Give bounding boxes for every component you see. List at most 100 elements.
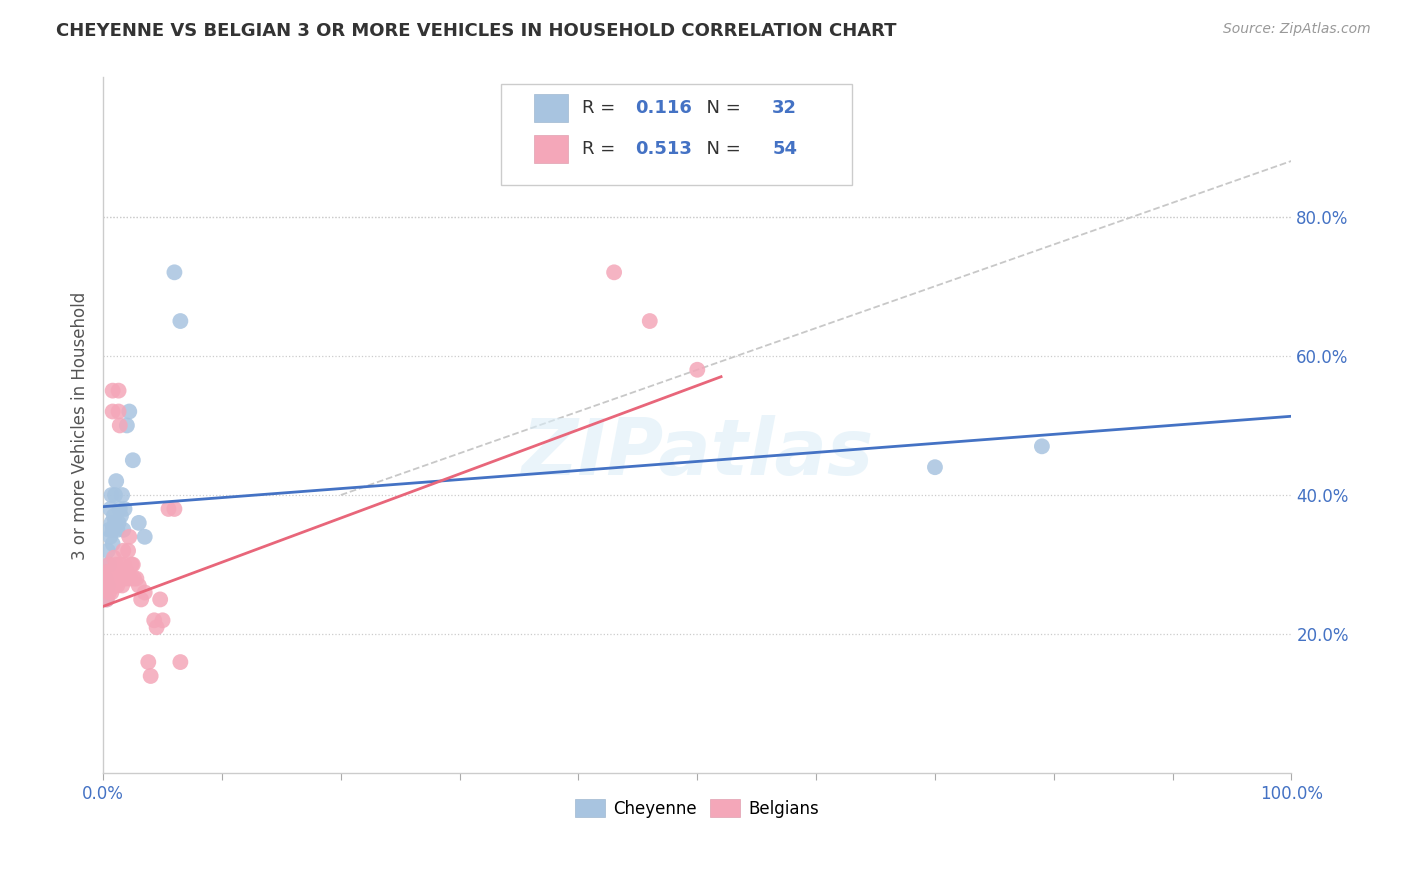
Point [107, 384, 129, 398]
Point [111, 565, 134, 579]
Point [108, 502, 131, 516]
Point [98, 578, 121, 592]
Bar [534, 94, 568, 122]
Point [118, 404, 141, 418]
Point [128, 578, 150, 592]
Point [107, 516, 129, 530]
Point [98, 585, 121, 599]
Point [169, 314, 191, 328]
Point [96, 592, 118, 607]
Point [111, 578, 134, 592]
Point [100, 585, 122, 599]
Point [134, 585, 156, 599]
Point [114, 558, 136, 572]
Point [129, 592, 152, 607]
Text: 0.513: 0.513 [636, 140, 692, 158]
Point [603, 265, 626, 279]
Point [110, 558, 132, 572]
Text: Source: ZipAtlas.com: Source: ZipAtlas.com [1223, 22, 1371, 37]
Point [105, 565, 128, 579]
Text: R =: R = [582, 140, 621, 158]
Point [121, 453, 143, 467]
Point [101, 523, 124, 537]
Point [96, 572, 118, 586]
Point [125, 572, 148, 586]
Point [94, 578, 117, 592]
Point [122, 572, 145, 586]
Text: N =: N = [695, 99, 747, 117]
Point [110, 572, 132, 586]
Y-axis label: 3 or more Vehicles in Household: 3 or more Vehicles in Household [72, 292, 89, 559]
Point [101, 384, 124, 398]
Point [136, 655, 159, 669]
Point [108, 418, 131, 433]
Point [105, 474, 128, 488]
Point [97, 578, 120, 592]
Point [105, 558, 128, 572]
Text: ZIPatlas: ZIPatlas [522, 416, 873, 491]
Point [104, 488, 127, 502]
Point [100, 516, 122, 530]
Point [98, 558, 121, 572]
Point [143, 613, 166, 627]
Point [98, 530, 121, 544]
Point [152, 613, 174, 627]
Point [104, 516, 127, 530]
Point [145, 620, 167, 634]
Point [103, 565, 125, 579]
Point [169, 655, 191, 669]
Point [1031, 439, 1053, 453]
Point [104, 565, 127, 579]
Point [98, 558, 121, 572]
Point [115, 565, 138, 579]
Text: 54: 54 [772, 140, 797, 158]
Text: 32: 32 [772, 99, 797, 117]
Point [134, 530, 156, 544]
Point [105, 578, 128, 592]
Point [114, 502, 136, 516]
Point [98, 565, 121, 579]
FancyBboxPatch shape [501, 85, 852, 186]
Point [98, 572, 121, 586]
Point [121, 558, 143, 572]
Point [117, 543, 139, 558]
Point [98, 523, 121, 537]
Text: 0.116: 0.116 [636, 99, 692, 117]
Point [149, 592, 172, 607]
Point [97, 543, 120, 558]
Text: N =: N = [695, 140, 747, 158]
Point [101, 404, 124, 418]
Point [121, 558, 143, 572]
Point [115, 418, 138, 433]
Point [924, 460, 946, 475]
Point [103, 550, 125, 565]
Point [97, 565, 120, 579]
Point [128, 516, 150, 530]
Point [98, 502, 121, 516]
Point [104, 578, 127, 592]
Point [101, 537, 124, 551]
Point [100, 572, 122, 586]
Point [112, 523, 135, 537]
Point [139, 669, 162, 683]
Point [107, 404, 129, 418]
Point [105, 523, 128, 537]
Point [118, 530, 141, 544]
Point [114, 572, 136, 586]
Point [94, 572, 117, 586]
Point [110, 508, 132, 523]
Point [96, 592, 118, 607]
Bar [534, 135, 568, 162]
Point [163, 265, 186, 279]
Point [103, 508, 125, 523]
Point [686, 363, 709, 377]
Point [157, 502, 180, 516]
Point [97, 578, 120, 592]
Text: R =: R = [582, 99, 621, 117]
Point [163, 502, 186, 516]
Text: CHEYENNE VS BELGIAN 3 OR MORE VEHICLES IN HOUSEHOLD CORRELATION CHART: CHEYENNE VS BELGIAN 3 OR MORE VEHICLES I… [56, 22, 897, 40]
Point [638, 314, 661, 328]
Point [111, 488, 134, 502]
Legend: Cheyenne, Belgians: Cheyenne, Belgians [568, 793, 827, 824]
Point [112, 543, 135, 558]
